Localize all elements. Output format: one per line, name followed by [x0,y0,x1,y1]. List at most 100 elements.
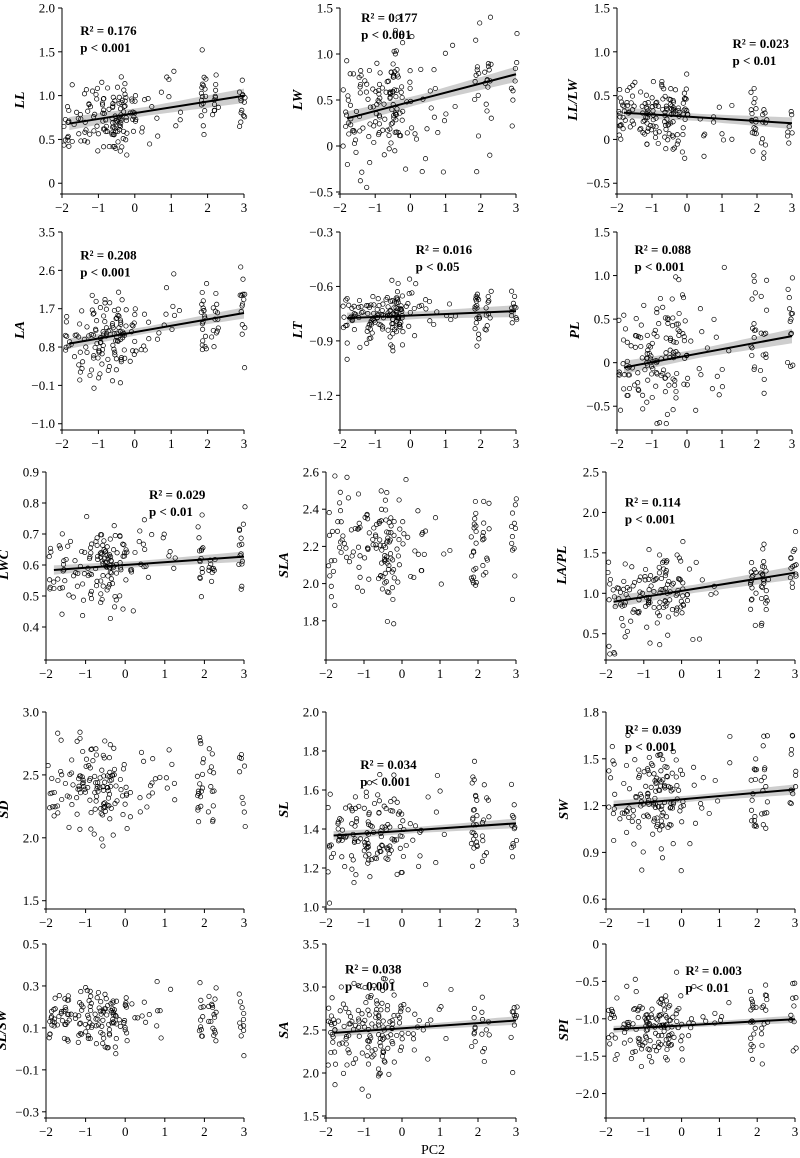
data-point [78,138,84,144]
data-point [368,823,374,829]
data-point [93,327,99,334]
data-point [661,367,667,373]
data-point [636,577,642,583]
data-point [398,1006,404,1012]
data-point [94,995,100,1001]
data-point [142,97,148,103]
data-point [470,774,476,780]
data-point [88,810,94,816]
data-point [645,377,651,383]
panel-sl-sw: −0.3−0.10.10.30.5−2 −1 0 1 2 3SL/SW [0,937,247,1140]
data-point [202,86,208,92]
data-point [628,1056,634,1062]
data-point [676,332,682,338]
data-point [354,816,360,822]
data-point [425,794,431,800]
data-point [661,783,667,790]
data-point [379,547,385,553]
data-point [761,559,767,565]
data-point [351,880,357,886]
data-point [509,313,515,319]
data-point [394,106,400,112]
data-point [213,1038,219,1044]
data-point [606,559,612,565]
data-point [433,809,439,815]
data-point [380,1049,387,1055]
data-point [357,178,363,184]
data-point [790,995,796,1001]
y-tick-label: 1.5 [594,225,610,240]
data-point [88,596,95,602]
data-point [764,307,770,313]
data-point [508,85,514,91]
data-point [118,359,124,365]
data-point [624,100,630,106]
data-point [388,799,394,805]
data-point [410,1031,416,1037]
data-point [87,556,93,562]
data-point [611,837,617,844]
data-point [750,1002,756,1008]
data-point [142,546,148,552]
data-point [337,1008,343,1014]
data-point [508,1034,514,1040]
data-point [468,534,474,540]
data-point [472,79,478,85]
data-point [654,333,660,340]
data-point [63,347,69,353]
data-point [660,587,666,593]
data-point [650,79,656,85]
data-point [239,292,245,299]
data-point [664,116,670,122]
data-point [347,803,353,809]
data-point [70,782,76,788]
data-point [62,1021,68,1027]
data-point [241,809,247,815]
data-point [89,292,95,298]
data-point [678,804,684,810]
data-point [241,1053,247,1059]
data-point [393,318,399,324]
data-point [100,573,106,579]
data-point [790,1048,796,1054]
data-point [72,1015,79,1021]
data-point [670,841,676,847]
data-point [236,526,243,532]
data-point [612,791,618,797]
data-point [343,805,349,811]
data-point [74,583,80,589]
data-point [793,1045,799,1051]
x-tick-label: −1 [79,666,93,681]
y-tick-label: −1.0 [575,1011,599,1026]
data-point [635,386,641,392]
data-point [648,1012,654,1018]
data-point [353,818,360,825]
data-point [664,773,670,779]
x-tick-label: −2 [39,666,53,681]
data-point [95,1016,101,1022]
data-point [120,766,127,772]
data-point [209,578,215,584]
data-point [366,530,372,536]
data-point [94,123,100,129]
data-point [654,815,660,821]
data-point [645,598,652,604]
data-point [88,545,94,551]
data-point [645,1046,651,1052]
data-point [657,552,663,558]
data-point [396,537,402,543]
data-point [98,591,104,597]
data-point [638,343,644,350]
data-point [122,1018,128,1024]
data-point [116,94,122,100]
data-point [395,1012,401,1018]
x-tick-label: 3 [513,666,520,681]
data-point [212,93,218,99]
data-point [199,569,205,575]
data-point [213,330,219,336]
data-point [109,581,116,587]
data-point [665,320,671,326]
data-point [386,146,392,152]
data-point [387,334,393,340]
data-point [624,628,630,634]
